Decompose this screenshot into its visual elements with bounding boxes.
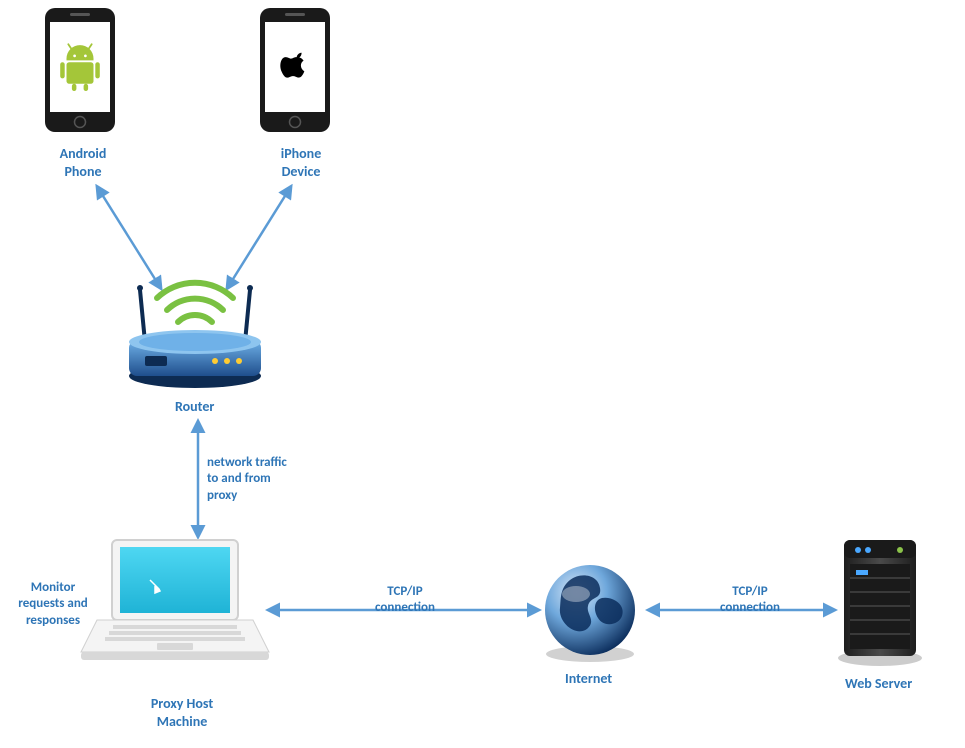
server-label: Web Server	[845, 675, 912, 693]
edge-router-proxy-label: network traffic to and from proxy	[207, 455, 307, 504]
android-phone-icon	[45, 8, 115, 132]
android-label: Android Phone	[57, 145, 109, 180]
server-icon	[838, 540, 922, 666]
diagram-svg	[0, 0, 965, 748]
laptop-icon	[81, 540, 269, 660]
internet-label: Internet	[565, 670, 612, 688]
iphone-label: iPhone Device	[277, 145, 325, 180]
router-label: Router	[175, 398, 214, 416]
proxy-label: Proxy Host Machine	[147, 695, 217, 730]
iphone-icon	[260, 8, 330, 132]
router-icon	[129, 283, 261, 388]
edge-internet-server-label: TCP/IP connection	[710, 584, 790, 617]
monitor-label: Monitor requests and responses	[8, 580, 98, 629]
globe-icon	[545, 565, 635, 662]
diagram-canvas: Android Phone iPhone Device Router Proxy…	[0, 0, 965, 748]
edge-proxy-internet-label: TCP/IP connection	[365, 584, 445, 617]
